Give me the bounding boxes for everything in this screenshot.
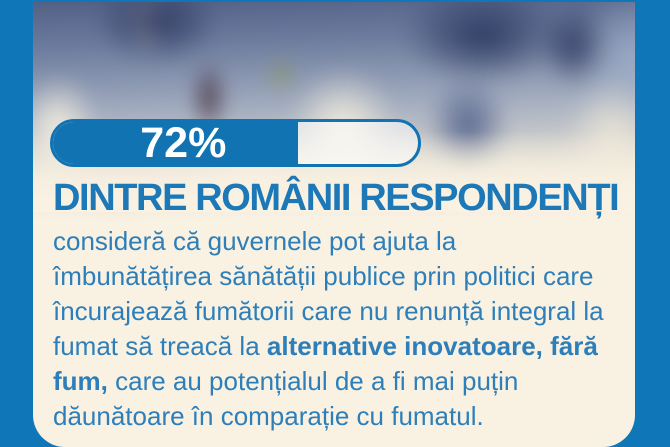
photo-fade-overlay [33, 0, 635, 212]
paragraph-segment: care au potențialul de a fi mai puțin dă… [53, 366, 519, 431]
progress-fill: 72% [53, 122, 298, 164]
progress-label: 72% [140, 119, 227, 167]
paragraph-segment: consideră că guvernele pot ajuta la îmbu… [53, 226, 604, 361]
content-card: 72% DINTRE ROMÂNII RESPONDENȚI consideră… [33, 0, 635, 447]
headline: DINTRE ROMÂNII RESPONDENȚI [53, 177, 620, 219]
paragraph-segment: alternative inovatoare, fără fum, [53, 331, 598, 396]
body-paragraph: consideră că guvernele pot ajuta la îmbu… [53, 224, 619, 434]
progress-bar: 72% [50, 119, 421, 167]
top-edge-line [33, 0, 635, 2]
